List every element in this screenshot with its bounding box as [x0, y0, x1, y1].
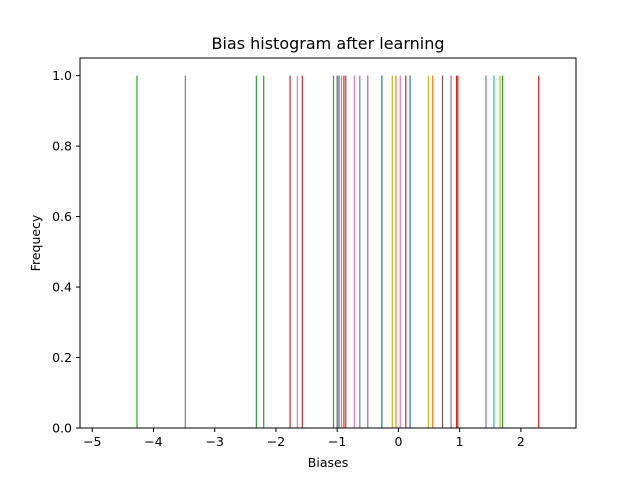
y-tick-label: 0.4 [52, 280, 72, 295]
histogram-bar-6 [301, 75, 303, 429]
histogram-bar-16 [381, 75, 383, 429]
histogram-bar-8 [336, 75, 338, 429]
y-axis-ticks: 0.0 0.2 0.4 0.6 0.8 1.0 [52, 68, 80, 436]
histogram-bar-0 [136, 75, 138, 429]
histogram-bar-28 [485, 75, 487, 429]
histogram-bar-2 [255, 75, 257, 429]
histogram-bar-11 [343, 75, 345, 429]
y-tick-label: 0.0 [52, 421, 72, 436]
y-tick-label: 0.2 [52, 350, 72, 365]
y-tick-label: 1.0 [52, 68, 72, 83]
histogram-bar-20 [405, 75, 407, 429]
x-tick-label: −5 [83, 434, 101, 449]
histogram-bar-29 [493, 75, 495, 429]
histogram-bar-21 [409, 75, 411, 429]
x-tick-label: 1 [456, 434, 464, 449]
histogram-bar-32 [538, 75, 540, 429]
y-tick-label: 0.8 [52, 139, 72, 154]
histogram-bar-24 [441, 75, 444, 429]
x-axis-label: Biases [308, 455, 348, 470]
x-tick-label: −2 [267, 434, 285, 449]
histogram-bars [136, 75, 540, 429]
histogram-bar-10 [340, 75, 343, 429]
histogram-bar-25 [450, 75, 452, 429]
histogram-bar-3 [263, 75, 265, 429]
histogram-bar-12 [345, 75, 347, 429]
chart-title: Bias histogram after learning [211, 34, 444, 53]
histogram-bar-17 [391, 75, 393, 429]
histogram-bar-7 [332, 75, 335, 429]
histogram-bar-5 [296, 75, 298, 429]
histogram-bar-22 [427, 75, 430, 429]
x-tick-label: −4 [144, 434, 162, 449]
histogram-bar-31 [501, 75, 504, 429]
histogram-bar-15 [367, 75, 369, 429]
histogram-bar-13 [353, 75, 355, 429]
histogram-bar-9 [338, 75, 340, 429]
y-axis-label: Frequecy [28, 214, 43, 271]
x-tick-label: −3 [205, 434, 223, 449]
histogram-bar-1 [184, 75, 186, 429]
histogram-bar-18 [395, 75, 397, 429]
x-tick-label: 0 [394, 434, 402, 449]
histogram-bar-30 [499, 75, 501, 429]
histogram-bar-26 [455, 75, 458, 429]
plot-frame [79, 57, 577, 429]
histogram-bar-19 [399, 75, 401, 429]
histogram-bar-27 [457, 75, 459, 429]
x-tick-label: 2 [517, 434, 525, 449]
histogram-bar-23 [432, 75, 434, 429]
histogram-bar-14 [359, 75, 361, 429]
y-tick-label: 0.6 [52, 209, 72, 224]
histogram-bar-4 [289, 75, 291, 429]
x-tick-label: −1 [328, 434, 346, 449]
x-axis-ticks: −5 −4 −3 −2 −1 0 1 2 [83, 428, 525, 449]
